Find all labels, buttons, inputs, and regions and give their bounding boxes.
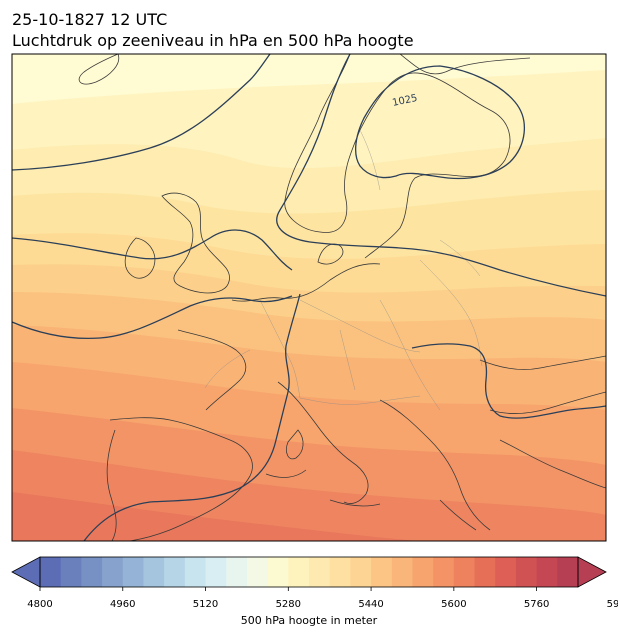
isobar-label: 1025 — [391, 93, 418, 109]
colorbar-extend-right — [577, 556, 607, 588]
colorbar-tick-label: 5600 — [441, 599, 467, 610]
colorbar-cell — [412, 557, 434, 587]
colorbar-label: 500 hPa hoogte in meter — [240, 614, 378, 627]
colorbar-cell — [81, 557, 103, 587]
colorbar-tick-label: 5920 — [606, 599, 618, 610]
colorbar-cell — [433, 557, 455, 587]
map-subtitle: Luchtdruk op zeeniveau in hPa en 500 hPa… — [12, 31, 414, 50]
colorbar-cell — [246, 557, 269, 587]
colorbar-cell — [329, 557, 351, 587]
height-band — [12, 492, 420, 541]
colorbar-tick-label: 4960 — [110, 599, 136, 610]
colorbar-cell — [536, 557, 558, 587]
colorbar-tick-label: 5120 — [192, 599, 219, 610]
colorbar-cell — [184, 557, 207, 587]
colorbar-cell — [391, 557, 413, 587]
colorbar-tick-label: 5760 — [523, 599, 550, 610]
map-frame — [11, 53, 607, 542]
colorbar-cell — [515, 557, 538, 587]
map-panel: 1025 — [12, 54, 606, 541]
colorbar-cell — [371, 557, 393, 587]
colorbar-cell — [60, 557, 82, 587]
colorbar-cell — [40, 557, 62, 587]
colorbar-cell — [226, 557, 248, 587]
map-datetime: 25-10-1827 12 UTC — [12, 10, 168, 29]
colorbar-tick-label: 4800 — [27, 599, 53, 610]
isobars — [12, 54, 606, 541]
colorbar-tick-label: 5280 — [275, 599, 302, 610]
colorbar-extend-left — [11, 556, 41, 588]
colorbar-cell — [143, 557, 165, 587]
colorbar-tick-label: 5440 — [358, 599, 384, 610]
colorbar-cell — [557, 557, 579, 587]
colorbar-cell — [164, 557, 186, 587]
colorbar — [11, 556, 607, 591]
colorbar-cell — [288, 557, 310, 587]
coastlines — [78, 54, 606, 541]
colorbar-cell — [350, 557, 372, 587]
colorbar-cell — [309, 557, 331, 587]
colorbar-cell — [102, 557, 124, 587]
colorbar-cell — [122, 557, 144, 587]
colorbar-cell — [267, 557, 289, 587]
colorbar-cell — [453, 557, 476, 587]
colorbar-cell — [474, 557, 496, 587]
colorbar-cell — [205, 557, 227, 587]
colorbar-cell — [495, 557, 517, 587]
